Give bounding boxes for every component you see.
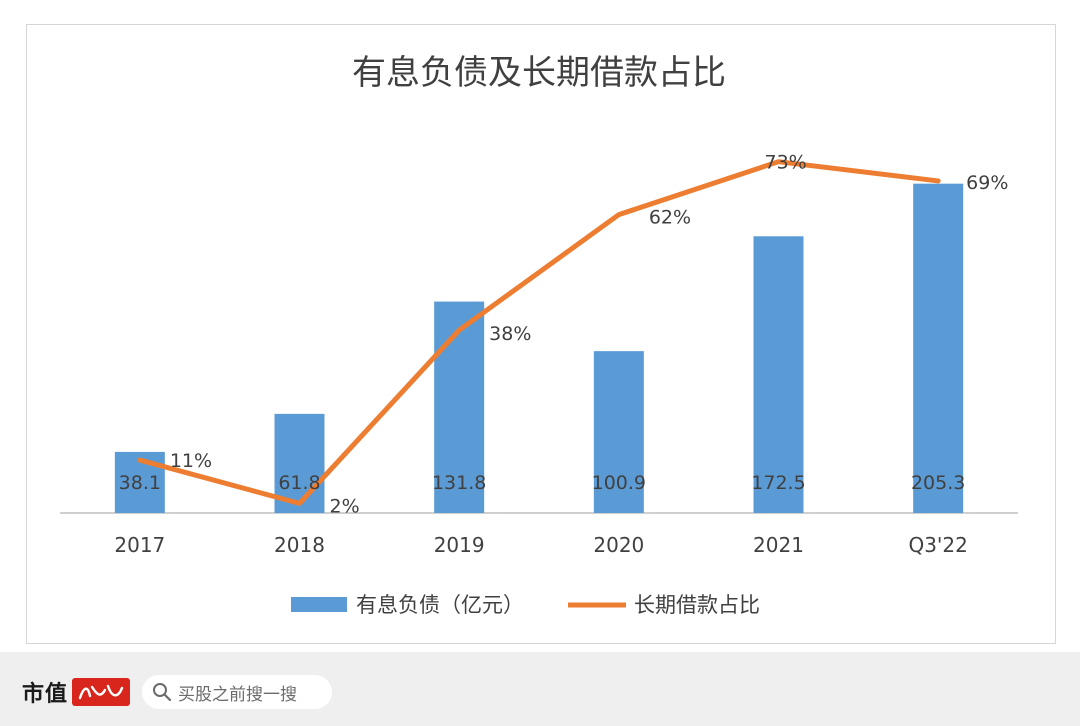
x-tick-label: 2018 — [274, 533, 325, 557]
bar-value-label: 38.1 — [119, 472, 161, 494]
x-tick-labels: 2017 2018 2019 2020 2021 Q3'22 — [114, 533, 967, 557]
chart-frame — [26, 24, 1056, 644]
bar-2021 — [753, 236, 804, 513]
line-value-label: 2% — [330, 495, 360, 517]
legend-label-bar: 有息负债（亿元） — [356, 593, 524, 617]
brand-seal-icon — [72, 678, 131, 706]
bar-value-label: 100.9 — [592, 472, 646, 494]
search-box[interactable]: 买股之前搜一搜 — [142, 675, 332, 709]
x-tick-label: 2020 — [593, 533, 644, 557]
brand-text: 市值 — [22, 681, 69, 707]
line-point-2019 — [458, 329, 461, 332]
line-series — [137, 159, 941, 506]
line-value-label: 69% — [966, 172, 1008, 194]
bar-value-label: 131.8 — [432, 472, 486, 494]
x-tick-label: 2017 — [114, 533, 165, 557]
line-labels: 11% 2% 38% 62% 73% 69% — [170, 152, 1009, 518]
search-placeholder: 买股之前搜一搜 — [178, 684, 297, 705]
bar-Q3'22 — [913, 183, 964, 513]
legend: 有息负债（亿元） 长期借款占比 — [291, 593, 760, 617]
line-point-2018 — [298, 502, 301, 505]
x-tick-label: Q3'22 — [908, 533, 967, 557]
bar-value-label: 61.8 — [278, 472, 320, 494]
bar-2019 — [434, 301, 485, 513]
line-value-label: 11% — [170, 450, 212, 472]
chart-title: 有息负债及长期借款占比 — [352, 53, 726, 93]
legend-label-line: 长期借款占比 — [634, 593, 760, 617]
chart: 有息负债及长期借款占比 38.1 61.8 131.8 100.9 172.5 205.3… — [60, 53, 1018, 617]
line-point-2021 — [777, 160, 780, 163]
line-point-2020 — [617, 213, 620, 216]
x-tick-label: 2019 — [434, 533, 485, 557]
bar-series — [114, 183, 964, 513]
bar-value-label: 205.3 — [911, 472, 965, 494]
line-value-label: 38% — [489, 323, 531, 345]
bar-labels: 38.1 61.8 131.8 100.9 172.5 205.3 — [119, 472, 966, 494]
legend-swatch-bar — [291, 597, 347, 612]
chart-card: 有息负债及长期借款占比 38.1 61.8 131.8 100.9 172.5 205.3… — [0, 0, 1080, 652]
line-value-label: 73% — [765, 152, 807, 174]
line-path — [137, 159, 941, 506]
line-value-label: 62% — [649, 207, 691, 229]
bar-value-label: 172.5 — [751, 472, 805, 494]
bar-2020 — [593, 351, 644, 513]
line-point-2017 — [138, 459, 141, 462]
brand-logo[interactable]: 市值 — [22, 676, 131, 708]
x-tick-label: 2021 — [753, 533, 804, 557]
line-point-Q3'22 — [937, 179, 940, 182]
search-icon — [153, 683, 172, 702]
